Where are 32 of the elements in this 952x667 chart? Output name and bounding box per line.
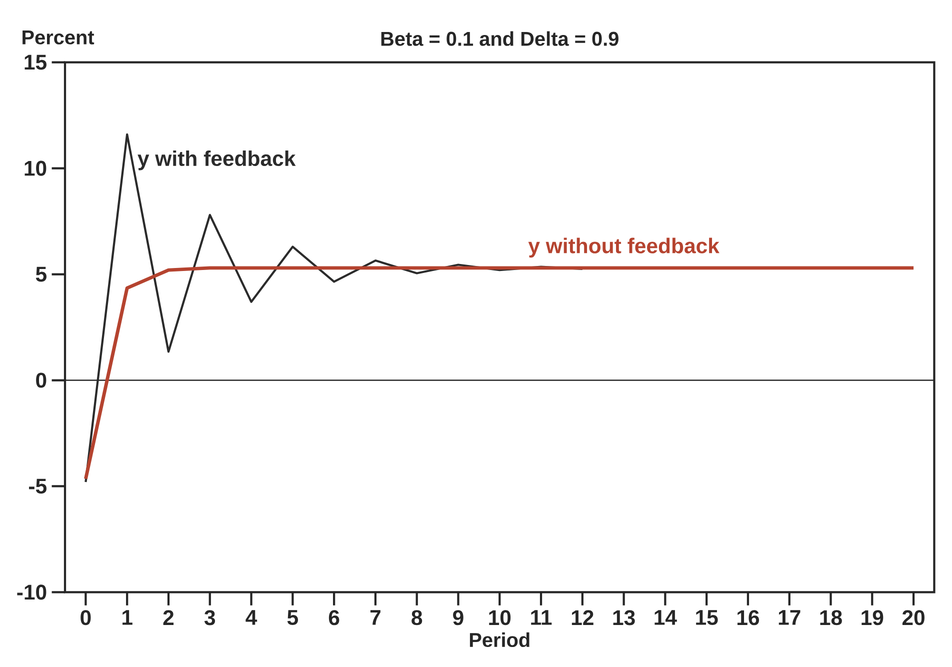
x-tick-label: 7 <box>370 610 380 625</box>
y-axis-title: Percent <box>22 30 94 44</box>
x-tick-label: 10 <box>489 610 511 626</box>
y-tick-label: -5 <box>29 478 46 494</box>
x-tick-label: 13 <box>613 610 635 626</box>
y-tick-label: -10 <box>17 584 46 600</box>
y-tick-label: 0 <box>36 372 46 388</box>
series-label: y without feedback <box>528 238 720 258</box>
x-tick-label: 6 <box>328 610 340 626</box>
x-tick-label: 18 <box>820 610 842 626</box>
x-tick-label: 9 <box>453 610 464 626</box>
x-tick-label: 8 <box>412 610 422 626</box>
x-tick-label: 17 <box>778 610 800 625</box>
x-tick-label: 5 <box>287 610 298 625</box>
y-tick-label: 5 <box>36 266 46 282</box>
x-axis-title: Period <box>470 632 530 648</box>
x-tick-label: 0 <box>80 610 91 626</box>
x-tick-label: 19 <box>862 610 884 626</box>
x-tick-label: 11 <box>531 610 552 625</box>
y-tick-label: 10 <box>24 160 46 176</box>
x-tick-label: 14 <box>654 610 677 625</box>
series-label: y with feedback <box>138 150 296 170</box>
x-tick-label: 20 <box>902 610 924 626</box>
x-tick-label: 15 <box>696 610 718 625</box>
x-tick-label: 16 <box>737 610 760 626</box>
y-tick-label: 15 <box>24 54 46 70</box>
x-tick-label: 3 <box>204 610 216 626</box>
x-tick-label: 2 <box>163 610 174 625</box>
x-tick-label: 1 <box>122 610 132 625</box>
x-tick-label: 12 <box>572 610 594 625</box>
chart-title: Beta = 0.1 and Delta = 0.9 <box>381 31 618 46</box>
x-tick-label: 4 <box>246 610 258 625</box>
